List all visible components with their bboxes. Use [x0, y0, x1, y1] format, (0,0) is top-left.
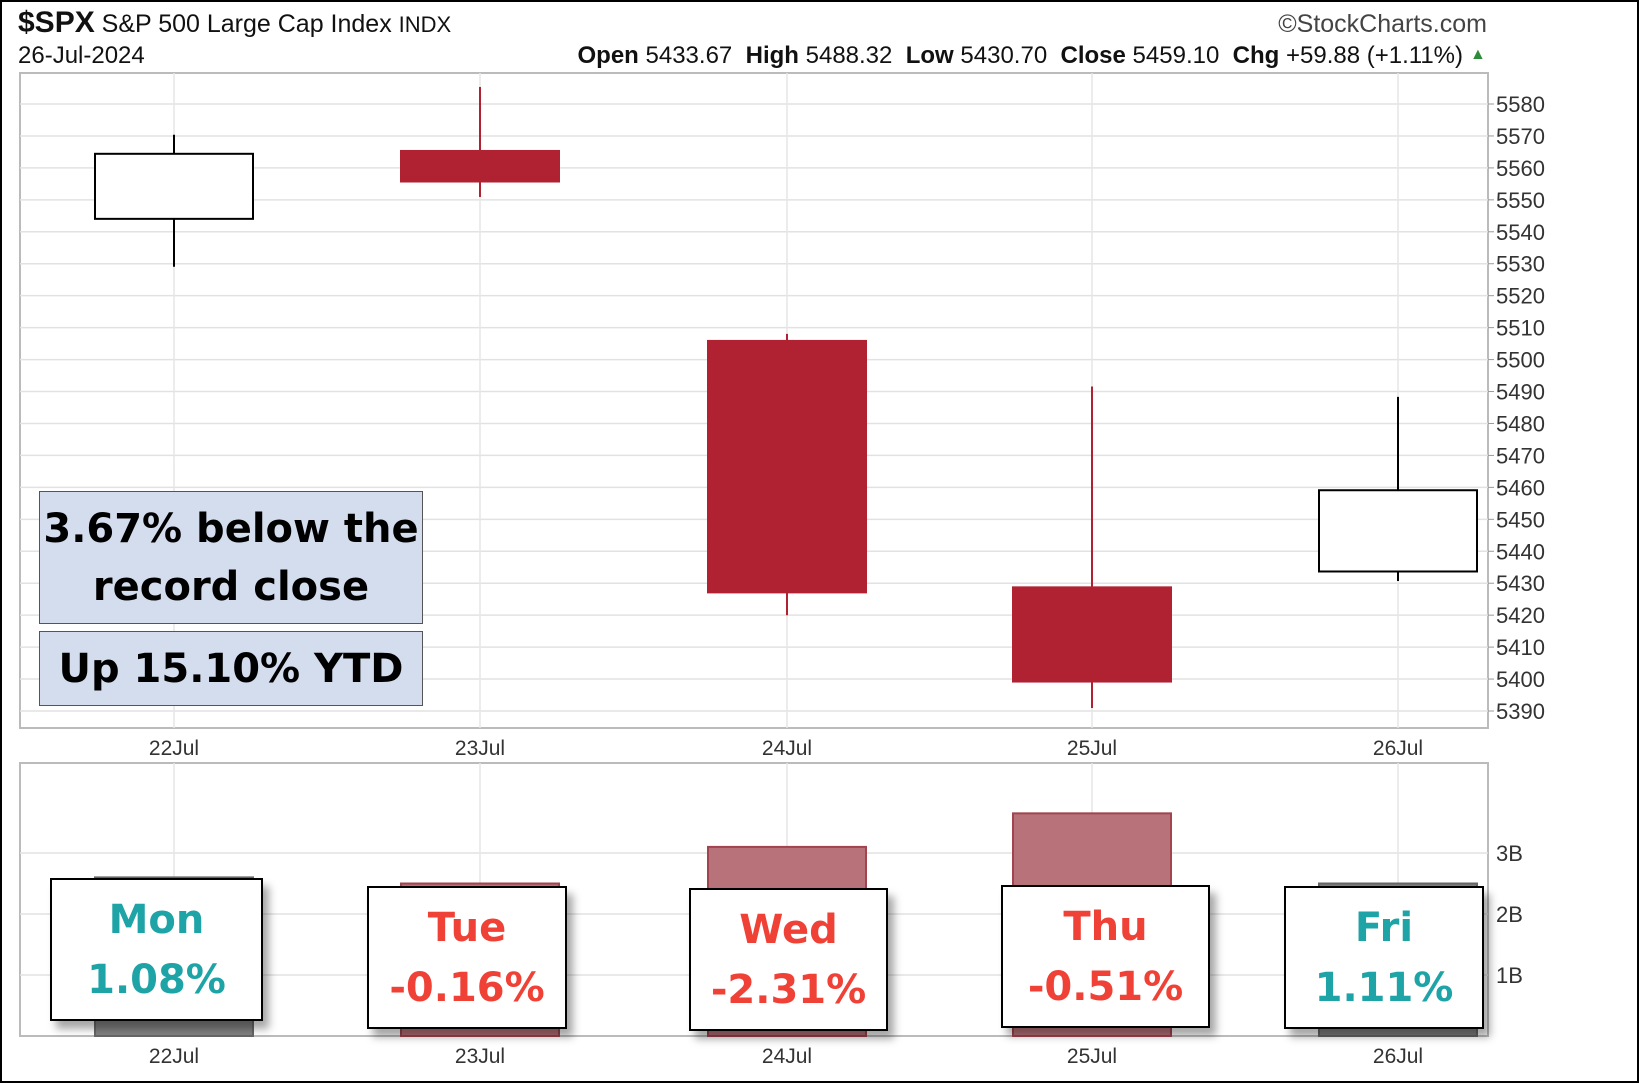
- chart-date: 26-Jul-2024: [18, 42, 145, 69]
- volume-x-label: 23Jul: [455, 1045, 505, 1068]
- volume-tick-label: 3B: [1496, 841, 1523, 866]
- candle-body: [707, 339, 867, 594]
- price-tick-label: 5390: [1496, 699, 1545, 724]
- volume-x-label: 24Jul: [762, 1045, 812, 1068]
- day-label: Wed: [739, 906, 838, 953]
- candle-body: [1012, 586, 1172, 683]
- chg-label: Chg: [1232, 42, 1280, 69]
- candle-body: [400, 149, 560, 183]
- open-value: 5433.67: [645, 42, 733, 69]
- day-change-box-tue: Tue -0.16%: [367, 886, 567, 1029]
- price-x-label: 23Jul: [455, 737, 505, 760]
- day-pct-change: -0.51%: [1027, 963, 1184, 1010]
- volume-tick-label: 2B: [1496, 902, 1523, 927]
- candle-body: [1318, 489, 1478, 573]
- day-label: Mon: [108, 896, 205, 943]
- day-label: Tue: [427, 904, 507, 951]
- candle-body: [94, 152, 254, 220]
- price-tick-label: 5570: [1496, 124, 1545, 149]
- volume-tick-label: 1B: [1496, 963, 1523, 988]
- day-pct-change: 1.11%: [1314, 964, 1454, 1011]
- price-tick-label: 5470: [1496, 443, 1545, 468]
- price-tick-label: 5560: [1496, 156, 1545, 181]
- day-label: Thu: [1063, 903, 1148, 950]
- price-tick-label: 5530: [1496, 252, 1545, 277]
- chg-value: +59.88 (+1.11%): [1285, 42, 1463, 69]
- day-change-box-mon: Mon 1.08%: [50, 878, 263, 1021]
- price-tick-label: 5510: [1496, 316, 1545, 341]
- exchange: INDX: [398, 12, 452, 37]
- high-label: High: [745, 42, 799, 69]
- close-label: Close: [1060, 42, 1126, 69]
- high-value: 5488.32: [805, 42, 893, 69]
- price-x-label: 26Jul: [1373, 737, 1423, 760]
- day-pct-change: -2.31%: [710, 966, 867, 1013]
- copyright: ©StockCharts.com: [1278, 10, 1487, 38]
- price-tick-label: 5580: [1496, 92, 1545, 117]
- ytd-note: Up 15.10% YTD: [39, 631, 423, 706]
- volume-x-label: 22Jul: [149, 1045, 199, 1068]
- chart-title: $SPX S&P 500 Large Cap Index INDX: [18, 6, 451, 40]
- day-pct-change: -0.16%: [389, 964, 545, 1011]
- price-tick-label: 5540: [1496, 220, 1545, 245]
- price-tick-label: 5520: [1496, 284, 1545, 309]
- price-tick-label: 5440: [1496, 539, 1545, 564]
- price-x-label: 25Jul: [1067, 737, 1117, 760]
- price-tick-label: 5490: [1496, 380, 1545, 405]
- price-tick-label: 5450: [1496, 507, 1545, 532]
- day-label: Fri: [1354, 904, 1414, 951]
- record-close-note: 3.67% below the record close: [39, 491, 423, 624]
- price-tick-label: 5460: [1496, 475, 1545, 500]
- low-label: Low: [905, 42, 954, 69]
- ohlc-summary: Open 5433.67 High 5488.32 Low 5430.70 Cl…: [578, 42, 1464, 70]
- symbol: $SPX: [18, 6, 95, 39]
- price-tick-label: 5500: [1496, 348, 1545, 373]
- volume-x-label: 26Jul: [1373, 1045, 1423, 1068]
- day-pct-change: 1.08%: [87, 956, 226, 1003]
- price-x-label: 24Jul: [762, 737, 812, 760]
- price-tick-label: 5410: [1496, 635, 1545, 660]
- close-value: 5459.10: [1132, 42, 1220, 69]
- low-value: 5430.70: [960, 42, 1048, 69]
- price-tick-label: 5550: [1496, 188, 1545, 213]
- index-name: S&P 500 Large Cap Index: [101, 10, 392, 38]
- price-tick-label: 5420: [1496, 603, 1545, 628]
- price-tick-label: 5400: [1496, 667, 1545, 692]
- price-x-label: 22Jul: [149, 737, 199, 760]
- price-tick-label: 5430: [1496, 571, 1545, 596]
- price-tick-label: 5480: [1496, 411, 1545, 436]
- volume-x-label: 25Jul: [1067, 1045, 1117, 1068]
- open-label: Open: [577, 42, 639, 69]
- up-triangle-icon: ▲: [1470, 46, 1486, 63]
- day-change-box-fri: Fri 1.11%: [1284, 886, 1484, 1029]
- day-change-box-thu: Thu -0.51%: [1001, 885, 1210, 1028]
- day-change-box-wed: Wed -2.31%: [689, 888, 888, 1031]
